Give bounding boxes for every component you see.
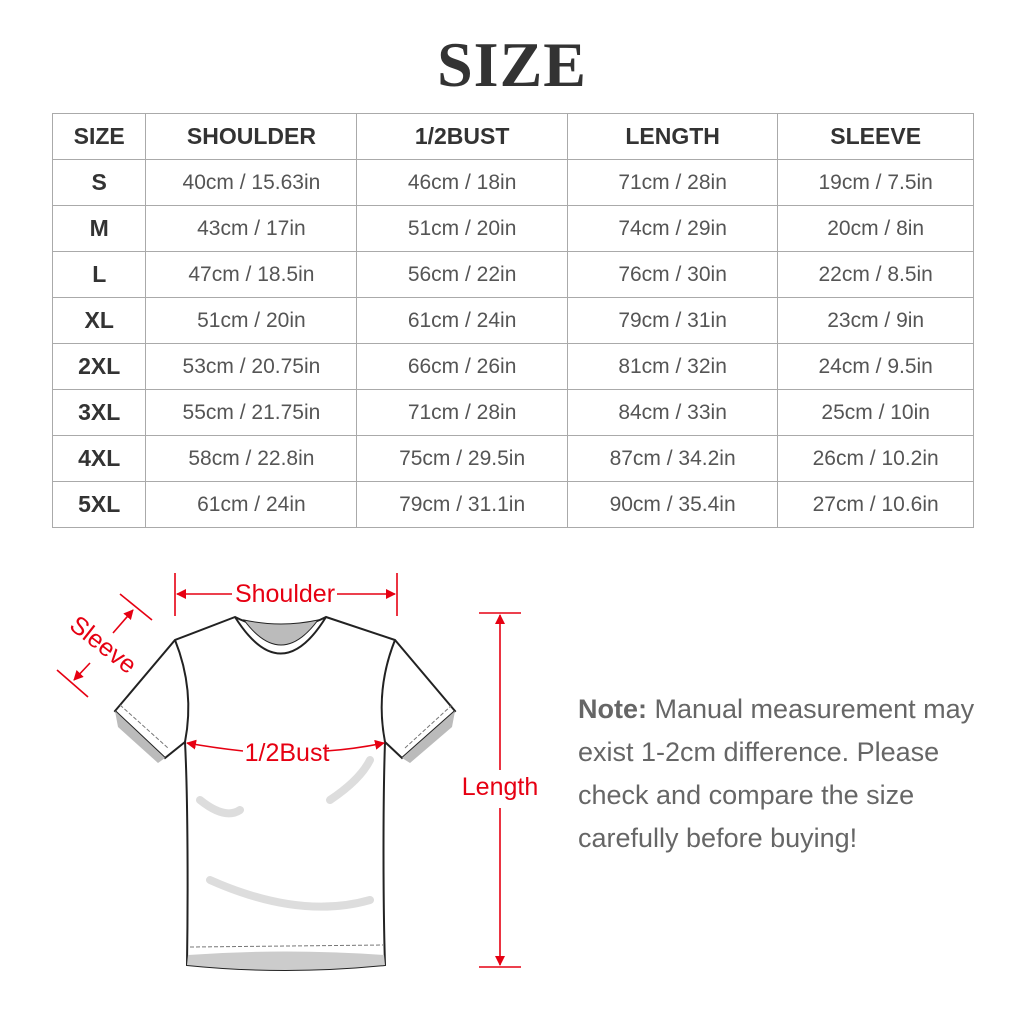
measurement-cell: 79cm / 31in	[566, 297, 779, 344]
size-cell: 3XL	[51, 389, 147, 436]
size-cell: 5XL	[51, 481, 147, 528]
measurement-cell: 47cm / 18.5in	[145, 251, 358, 298]
table-row: L 47cm / 18.5in 56cm / 22in 76cm / 30in 22cm…	[51, 251, 974, 298]
measurement-cell: 25cm / 10in	[777, 389, 974, 436]
measurement-cell: 51cm / 20in	[356, 205, 568, 252]
column-header: LENGTH	[566, 113, 779, 160]
measurement-cell: 55cm / 21.75in	[145, 389, 358, 436]
note-label: Note:	[578, 694, 647, 724]
size-table: SIZE SHOULDER 1/2BUST LENGTH SLEEVE S 40cm / …	[51, 113, 974, 528]
column-header: SLEEVE	[777, 113, 974, 160]
size-cell: XL	[51, 297, 147, 344]
sleeve-label: Sleeve	[64, 610, 141, 679]
measurement-cell: 24cm / 9.5in	[777, 343, 974, 390]
measurement-cell: 61cm / 24in	[145, 481, 358, 528]
page-title: SIZE	[437, 29, 587, 100]
measurement-cell: 46cm / 18in	[356, 159, 568, 206]
length-label: Length	[462, 773, 538, 801]
measurement-cell: 56cm / 22in	[356, 251, 568, 298]
measurement-cell: 90cm / 35.4in	[566, 481, 779, 528]
measurement-cell: 40cm / 15.63in	[145, 159, 358, 206]
column-header: 1/2BUST	[356, 113, 568, 160]
table-row: S 40cm / 15.63in 46cm / 18in 71cm / 28in 19c…	[51, 159, 974, 206]
size-cell: S	[51, 159, 147, 206]
measurement-cell: 71cm / 28in	[566, 159, 779, 206]
note-text: Note: Manual measurement may exist 1-2cm…	[578, 688, 998, 860]
table-row: 4XL 58cm / 22.8in 75cm / 29.5in 87cm / 34.2…	[51, 435, 974, 482]
measurement-cell: 75cm / 29.5in	[356, 435, 568, 482]
measurement-cell: 43cm / 17in	[145, 205, 358, 252]
table-row: 5XL 61cm / 24in 79cm / 31.1in 90cm / 35.4in…	[51, 481, 974, 528]
table-row: 2XL 53cm / 20.75in 66cm / 26in 81cm / 32in 2…	[51, 343, 974, 390]
table-row: 3XL 55cm / 21.75in 71cm / 28in 84cm / 33in 2…	[51, 389, 974, 436]
note-body: Manual measurement may exist 1-2cm diffe…	[578, 694, 975, 853]
measurement-cell: 23cm / 9in	[777, 297, 974, 344]
measurement-cell: 81cm / 32in	[566, 343, 779, 390]
measurement-cell: 66cm / 26in	[356, 343, 568, 390]
shoulder-label: Shoulder	[235, 580, 335, 608]
measurement-lines	[56, 573, 521, 968]
measurement-cell: 76cm / 30in	[566, 251, 779, 298]
table-header-row: SIZE SHOULDER 1/2BUST LENGTH SLEEVE	[51, 113, 974, 160]
bust-label: 1/2Bust	[245, 739, 330, 767]
tshirt-illustration	[113, 615, 457, 971]
measurement-cell: 27cm / 10.6in	[777, 481, 974, 528]
measurement-cell: 58cm / 22.8in	[145, 435, 358, 482]
measurement-cell: 87cm / 34.2in	[566, 435, 779, 482]
measurement-cell: 20cm / 8in	[777, 205, 974, 252]
measurement-cell: 19cm / 7.5in	[777, 159, 974, 206]
measurement-cell: 74cm / 29in	[566, 205, 779, 252]
size-cell: M	[51, 205, 147, 252]
table-row: M 43cm / 17in 51cm / 20in 74cm / 29in 20cm /…	[51, 205, 974, 252]
measurement-cell: 84cm / 33in	[566, 389, 779, 436]
column-header: SIZE	[51, 113, 147, 160]
measurement-cell: 79cm / 31.1in	[356, 481, 568, 528]
size-cell: 2XL	[51, 343, 147, 390]
measurement-cell: 22cm / 8.5in	[777, 251, 974, 298]
measurement-cell: 71cm / 28in	[356, 389, 568, 436]
